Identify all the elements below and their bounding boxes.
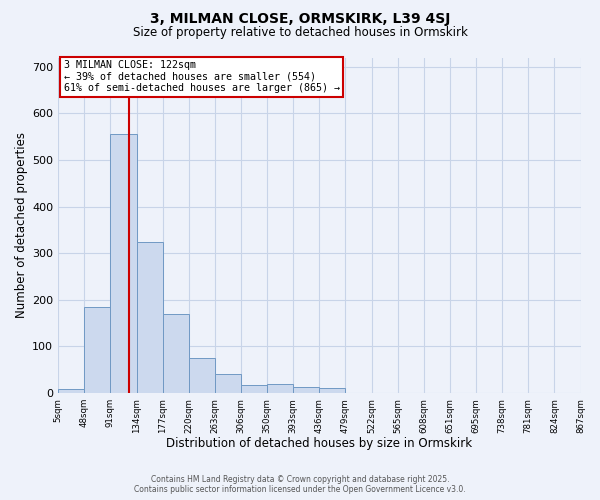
Text: 3, MILMAN CLOSE, ORMSKIRK, L39 4SJ: 3, MILMAN CLOSE, ORMSKIRK, L39 4SJ bbox=[150, 12, 450, 26]
Bar bbox=[215, 374, 241, 393]
Bar bbox=[110, 134, 137, 393]
Bar bbox=[58, 390, 84, 393]
Bar bbox=[241, 384, 267, 393]
Bar bbox=[293, 387, 319, 393]
Bar bbox=[163, 314, 189, 393]
Bar bbox=[319, 388, 346, 393]
Text: 3 MILMAN CLOSE: 122sqm
← 39% of detached houses are smaller (554)
61% of semi-de: 3 MILMAN CLOSE: 122sqm ← 39% of detached… bbox=[64, 60, 340, 94]
Bar bbox=[267, 384, 293, 393]
Bar bbox=[84, 307, 110, 393]
Y-axis label: Number of detached properties: Number of detached properties bbox=[15, 132, 28, 318]
Bar bbox=[189, 358, 215, 393]
X-axis label: Distribution of detached houses by size in Ormskirk: Distribution of detached houses by size … bbox=[166, 437, 472, 450]
Text: Size of property relative to detached houses in Ormskirk: Size of property relative to detached ho… bbox=[133, 26, 467, 39]
Text: Contains HM Land Registry data © Crown copyright and database right 2025.
Contai: Contains HM Land Registry data © Crown c… bbox=[134, 474, 466, 494]
Bar bbox=[137, 242, 163, 393]
